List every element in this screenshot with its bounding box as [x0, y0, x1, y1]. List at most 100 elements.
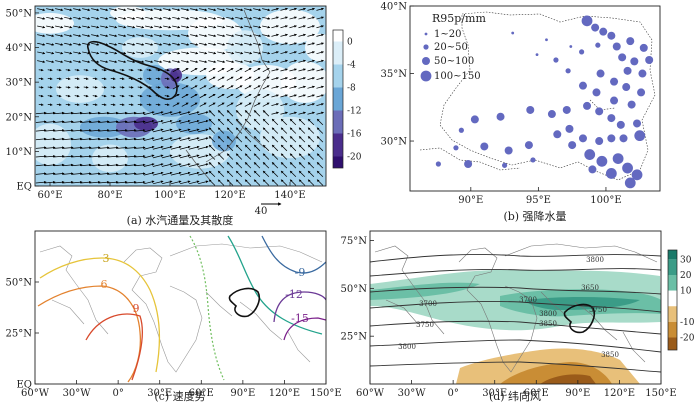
flux-vector: [298, 118, 306, 126]
flux-vector: [307, 33, 315, 37]
flux-vector: [235, 179, 243, 186]
flux-vector: [98, 146, 110, 149]
flux-vector: [226, 25, 235, 29]
legend-marker: [424, 32, 428, 36]
station-marker: [553, 130, 562, 139]
flux-vector: [82, 51, 91, 55]
flux-vector: [62, 120, 74, 123]
flux-vector: [197, 180, 209, 185]
station-marker: [616, 120, 625, 129]
flux-vector: [253, 153, 261, 160]
flux-vector: [262, 60, 271, 64]
flux-vector: [161, 128, 173, 133]
ytick-label: 10°N: [6, 147, 33, 158]
flux-vector: [280, 153, 288, 160]
station-marker: [470, 115, 479, 124]
flux-vector: [98, 129, 110, 132]
flux-vector: [55, 25, 64, 29]
flux-vector: [143, 128, 155, 133]
flux-vector: [244, 127, 252, 134]
flux-vector: [125, 163, 137, 167]
flux-vector: [217, 144, 225, 152]
flux-vector: [181, 102, 189, 107]
flux-vector: [226, 51, 235, 55]
flux-vector: [271, 179, 279, 186]
station-marker: [595, 42, 601, 48]
flux-vector: [307, 16, 315, 20]
flux-vector: [316, 144, 324, 152]
flux-vector: [170, 171, 182, 176]
flux-vector: [55, 42, 64, 46]
flux-vector: [280, 51, 288, 55]
flux-vector: [152, 163, 164, 167]
station-marker: [607, 134, 616, 143]
flux-vector: [73, 25, 82, 29]
xtick-label: 60°W: [356, 388, 385, 399]
flux-vector: [316, 77, 324, 81]
station-marker: [622, 162, 633, 174]
flux-vector: [89, 129, 101, 132]
flux-vector: [107, 163, 119, 167]
station-marker: [578, 81, 587, 90]
contour-label: 3700: [519, 296, 537, 304]
flux-vector: [107, 129, 119, 132]
flux-vector: [199, 34, 208, 38]
flux-vector: [226, 76, 234, 81]
flux-vector: [289, 7, 297, 11]
flux-vector: [181, 34, 190, 38]
easterly-core: [540, 374, 596, 384]
flux-vector: [172, 16, 181, 20]
flux-vector: [53, 146, 65, 149]
flux-vector: [125, 172, 137, 175]
xtick-label: 95°E: [526, 195, 551, 206]
flux-vector: [71, 180, 83, 184]
ytick-label: 30°N: [6, 78, 33, 89]
flux-vector: [47, 77, 53, 81]
flux-vector: [152, 128, 164, 133]
station-markers: [435, 15, 654, 189]
flux-vector: [307, 7, 315, 11]
flux-vector: [271, 51, 279, 55]
station-marker: [501, 162, 508, 168]
flux-vector: [98, 163, 110, 167]
divergence-patch: [35, 12, 74, 34]
flux-vector: [271, 144, 279, 152]
flux-vector: [92, 86, 98, 89]
colorbar-d: [667, 249, 678, 351]
flux-vector: [244, 93, 252, 99]
flux-vector: [298, 85, 306, 89]
flux-vector: [289, 162, 297, 169]
flux-vector: [262, 85, 270, 90]
flux-vector: [155, 77, 161, 81]
flux-vector: [64, 25, 73, 29]
flux-vector: [316, 59, 324, 63]
flux-vector: [197, 163, 209, 167]
flux-vector: [47, 86, 53, 89]
flux-vector: [74, 103, 80, 106]
flux-vector: [316, 51, 324, 55]
flux-vector: [307, 127, 315, 134]
flux-vector: [152, 180, 164, 185]
flux-vector: [226, 153, 234, 160]
flux-vector: [155, 68, 161, 72]
flux-vector: [244, 110, 252, 117]
flux-vector: [136, 8, 145, 12]
flux-vector: [35, 154, 47, 158]
flux-vector: [100, 34, 109, 38]
flux-vector: [307, 68, 315, 72]
station-marker: [565, 124, 574, 133]
flux-vector: [316, 111, 324, 115]
flux-vector: [137, 68, 143, 72]
xtick-label: 100°E: [590, 195, 621, 206]
flux-vector: [143, 163, 155, 167]
flux-vector: [164, 94, 170, 98]
ytick-label: 25°N: [341, 332, 368, 343]
legend-label: 50~100: [434, 56, 474, 67]
flux-vector: [125, 180, 137, 184]
contour-label: -12: [285, 288, 303, 301]
station-marker: [618, 53, 627, 62]
station-marker: [588, 165, 597, 174]
flux-vector: [188, 119, 200, 124]
flux-vector: [145, 42, 154, 46]
flux-vector: [208, 162, 216, 169]
